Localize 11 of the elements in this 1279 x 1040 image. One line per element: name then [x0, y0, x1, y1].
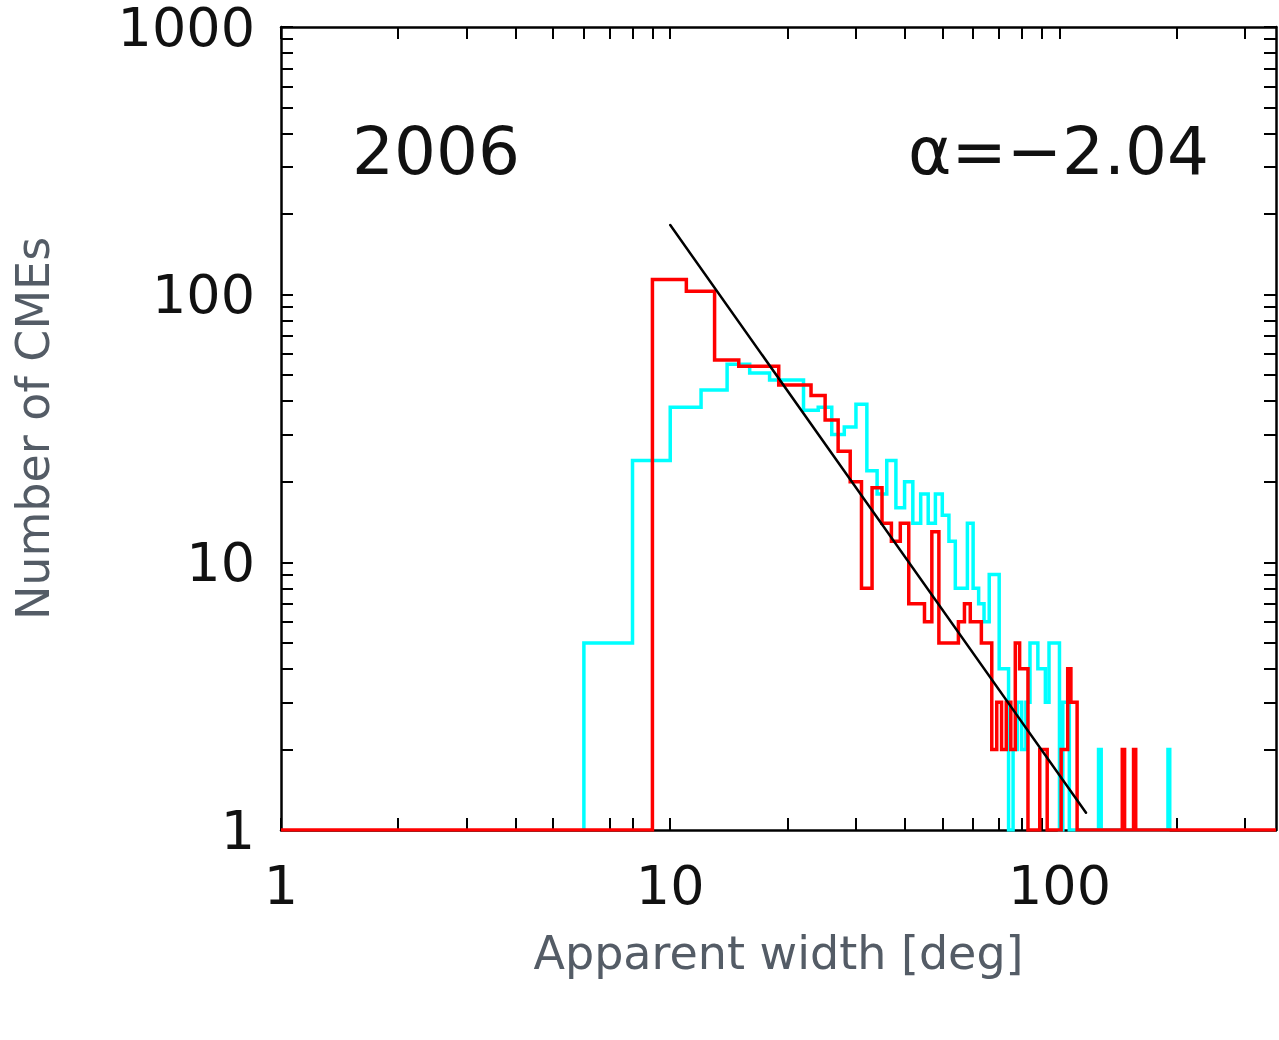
x-tick-label: 10 [635, 853, 705, 917]
y-tick-label: 100 [151, 263, 255, 327]
y-tick-label: 10 [186, 530, 255, 594]
annotation: α=−2.04 [907, 112, 1209, 190]
x-tick-label: 100 [1007, 853, 1112, 917]
y-tick-label: 1 [220, 798, 255, 862]
y-axis-title: Number of CMEs [6, 236, 60, 621]
x-axis-title: Apparent width [deg] [533, 926, 1024, 980]
x-tick-label: 1 [263, 853, 299, 917]
y-tick-label: 1000 [117, 0, 255, 59]
annotation: 2006 [352, 112, 520, 190]
